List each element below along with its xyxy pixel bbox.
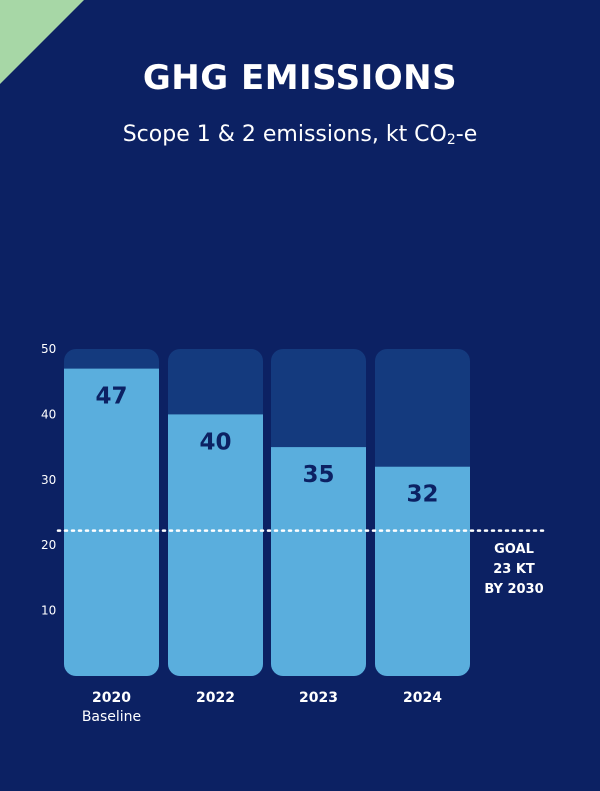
y-tick-label: 10 bbox=[41, 604, 56, 618]
x-tick-label: 2023 bbox=[299, 690, 338, 706]
goal-label: BY 2030 bbox=[484, 582, 543, 597]
x-tick-label: 2024 bbox=[403, 690, 442, 706]
bar-value-label: 32 bbox=[406, 482, 438, 508]
x-tick-label: 2020 bbox=[92, 690, 131, 706]
bar-value-label: 35 bbox=[302, 462, 334, 488]
goal-label: GOAL bbox=[494, 542, 534, 557]
chart-title: GHG EMISSIONS bbox=[142, 58, 458, 98]
y-tick-label: 30 bbox=[41, 473, 56, 487]
y-tick-label: 40 bbox=[41, 407, 56, 421]
subtitle-subscript: 2 bbox=[446, 132, 456, 148]
bar bbox=[271, 447, 366, 676]
x-tick-label: 2022 bbox=[196, 690, 235, 706]
subtitle-end: -e bbox=[455, 122, 478, 147]
chart-subtitle: Scope 1 & 2 emissions, kt CO2-e bbox=[0, 122, 600, 148]
bar bbox=[375, 466, 470, 676]
goal-label: 23 KT bbox=[493, 562, 535, 577]
bar-value-label: 40 bbox=[199, 429, 231, 455]
bar-value-label: 47 bbox=[95, 384, 127, 410]
bar bbox=[168, 414, 263, 676]
y-tick-label: 20 bbox=[41, 538, 56, 552]
corner-accent bbox=[0, 0, 84, 84]
bar bbox=[64, 368, 159, 676]
subtitle-main: Scope 1 & 2 emissions, kt CO bbox=[122, 122, 447, 147]
x-tick-sublabel: Baseline bbox=[82, 709, 141, 725]
y-tick-label: 50 bbox=[41, 342, 56, 356]
